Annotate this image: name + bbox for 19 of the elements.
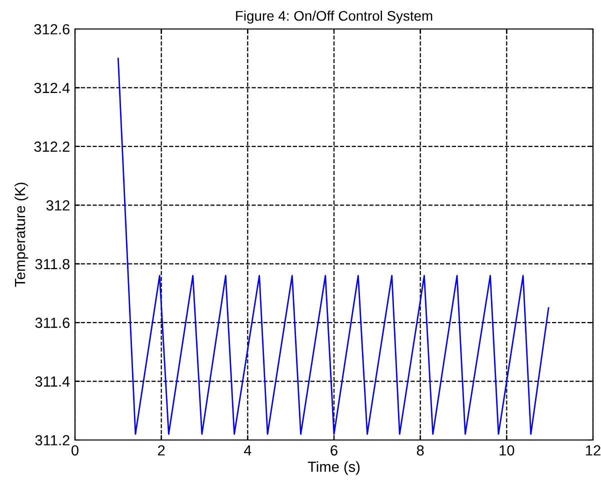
x-tick-label: 4: [244, 445, 252, 456]
x-tick-label: 12: [586, 445, 600, 456]
y-tick-label: 311.2: [35, 435, 70, 446]
x-tick-label: 10: [500, 445, 514, 456]
y-tick-label: 311.6: [35, 318, 70, 328]
x-tick-label: 6: [330, 445, 338, 456]
x-tick-label: 0: [72, 445, 78, 456]
y-tick-label: 312.4: [34, 82, 70, 94]
y-tick-label: 312: [46, 200, 70, 211]
y-tick-label: 312.6: [34, 24, 70, 34]
y-tick-label: 311.8: [35, 258, 70, 270]
y-tick-label: 311.4: [35, 376, 70, 387]
y-tick-label: 312.2: [34, 142, 70, 152]
x-tick-label: 2: [158, 445, 165, 456]
x-tick-label: 8: [416, 445, 424, 456]
line-series: [117, 58, 550, 435]
chart-title: Figure 4: On/Off Control System: [236, 10, 432, 24]
x-axis-title: Time (s): [308, 461, 360, 475]
y-axis-title: Temperature (K): [14, 182, 28, 287]
